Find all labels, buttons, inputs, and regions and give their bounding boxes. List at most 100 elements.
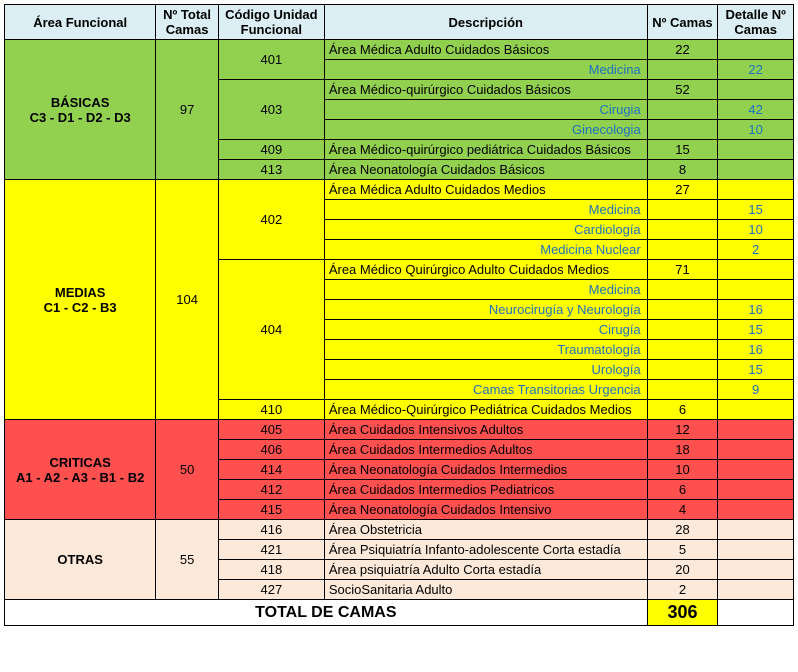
table-row: BÁSICASC3 - D1 - D2 - D397401Área Médica…: [5, 40, 794, 60]
total-cell: 104: [156, 180, 219, 420]
camas-cell: [647, 280, 718, 300]
total-row: TOTAL DE CAMAS306: [5, 600, 794, 626]
desc-cell: Ginecologia: [324, 120, 647, 140]
total-empty: [718, 600, 794, 626]
desc-cell: Área Cuidados Intermedios Pediatricos: [324, 480, 647, 500]
detalle-cell: 15: [718, 200, 794, 220]
detalle-cell: 42: [718, 100, 794, 120]
desc-cell: Medicina: [324, 280, 647, 300]
col-codigo: Código Unidad Funcional: [218, 5, 324, 40]
total-value: 306: [647, 600, 718, 626]
code-cell: 409: [218, 140, 324, 160]
camas-cell: 52: [647, 80, 718, 100]
desc-cell: Área Psiquiatría Infanto-adolescente Cor…: [324, 540, 647, 560]
desc-cell: Área psiquiatría Adulto Corta estadía: [324, 560, 647, 580]
table-row: MEDIASC1 - C2 - B3104402Área Médica Adul…: [5, 180, 794, 200]
desc-cell: Cardiología: [324, 220, 647, 240]
desc-cell: Área Neonatología Cuidados Básicos: [324, 160, 647, 180]
detalle-cell: [718, 500, 794, 520]
col-total: Nº Total Camas: [156, 5, 219, 40]
detalle-cell: 10: [718, 220, 794, 240]
camas-cell: [647, 100, 718, 120]
detalle-cell: 22: [718, 60, 794, 80]
code-cell: 427: [218, 580, 324, 600]
total-cell: 55: [156, 520, 219, 600]
desc-cell: SocioSanitaria Adulto: [324, 580, 647, 600]
detalle-cell: [718, 140, 794, 160]
desc-cell: Neurocirugía y Neurología: [324, 300, 647, 320]
detalle-cell: 16: [718, 300, 794, 320]
camas-cell: [647, 220, 718, 240]
desc-cell: Área Cuidados Intermedios Adultos: [324, 440, 647, 460]
camas-cell: [647, 380, 718, 400]
detalle-cell: [718, 440, 794, 460]
table-row: CRITICASA1 - A2 - A3 - B1 - B250405Área …: [5, 420, 794, 440]
desc-cell: Cirugía: [324, 320, 647, 340]
detalle-cell: [718, 280, 794, 300]
desc-cell: Traumatología: [324, 340, 647, 360]
area-cell: BÁSICASC3 - D1 - D2 - D3: [5, 40, 156, 180]
code-cell: 416: [218, 520, 324, 540]
desc-cell: Área Médico-quirúrgico Cuidados Básicos: [324, 80, 647, 100]
code-cell: 403: [218, 80, 324, 140]
code-cell: 418: [218, 560, 324, 580]
camas-cell: 71: [647, 260, 718, 280]
code-cell: 415: [218, 500, 324, 520]
col-desc: Descripción: [324, 5, 647, 40]
detalle-cell: [718, 160, 794, 180]
code-cell: 421: [218, 540, 324, 560]
camas-cell: 5: [647, 540, 718, 560]
code-cell: 401: [218, 40, 324, 80]
total-cell: 50: [156, 420, 219, 520]
camas-cell: [647, 200, 718, 220]
camas-cell: 15: [647, 140, 718, 160]
camas-cell: 6: [647, 480, 718, 500]
code-cell: 414: [218, 460, 324, 480]
code-cell: 413: [218, 160, 324, 180]
desc-cell: Medicina Nuclear: [324, 240, 647, 260]
detalle-cell: [718, 80, 794, 100]
camas-cell: 20: [647, 560, 718, 580]
detalle-cell: [718, 540, 794, 560]
total-label: TOTAL DE CAMAS: [5, 600, 648, 626]
detalle-cell: 16: [718, 340, 794, 360]
beds-table: Área Funcional Nº Total Camas Código Uni…: [4, 4, 794, 626]
total-cell: 97: [156, 40, 219, 180]
camas-cell: 12: [647, 420, 718, 440]
table-body: BÁSICASC3 - D1 - D2 - D397401Área Médica…: [5, 40, 794, 626]
code-cell: 402: [218, 180, 324, 260]
area-cell: CRITICASA1 - A2 - A3 - B1 - B2: [5, 420, 156, 520]
desc-cell: Área Obstetricia: [324, 520, 647, 540]
camas-cell: 8: [647, 160, 718, 180]
detalle-cell: [718, 400, 794, 420]
camas-cell: [647, 300, 718, 320]
code-cell: 405: [218, 420, 324, 440]
area-cell: MEDIASC1 - C2 - B3: [5, 180, 156, 420]
detalle-cell: [718, 460, 794, 480]
table-row: OTRAS55416Área Obstetricia28: [5, 520, 794, 540]
detalle-cell: [718, 420, 794, 440]
desc-cell: Área Neonatología Cuidados Intensivo: [324, 500, 647, 520]
detalle-cell: 9: [718, 380, 794, 400]
col-detalle: Detalle Nº Camas: [718, 5, 794, 40]
desc-cell: Área Médico Quirúrgico Adulto Cuidados M…: [324, 260, 647, 280]
detalle-cell: [718, 580, 794, 600]
camas-cell: [647, 340, 718, 360]
camas-cell: [647, 320, 718, 340]
desc-cell: Camas Transitorias Urgencia: [324, 380, 647, 400]
code-cell: 404: [218, 260, 324, 400]
desc-cell: Área Médica Adulto Cuidados Medios: [324, 180, 647, 200]
camas-cell: 22: [647, 40, 718, 60]
desc-cell: Urología: [324, 360, 647, 380]
area-cell: OTRAS: [5, 520, 156, 600]
detalle-cell: [718, 40, 794, 60]
camas-cell: [647, 60, 718, 80]
code-cell: 410: [218, 400, 324, 420]
camas-cell: 27: [647, 180, 718, 200]
camas-cell: [647, 360, 718, 380]
desc-cell: Área Médico-Quirúrgico Pediátrica Cuidad…: [324, 400, 647, 420]
desc-cell: Área Médica Adulto Cuidados Básicos: [324, 40, 647, 60]
desc-cell: Área Cuidados Intensivos Adultos: [324, 420, 647, 440]
detalle-cell: 15: [718, 320, 794, 340]
desc-cell: Medicina: [324, 200, 647, 220]
